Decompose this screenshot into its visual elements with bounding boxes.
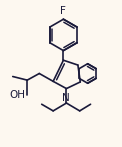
Text: F: F xyxy=(61,6,66,16)
Text: OH: OH xyxy=(9,90,25,100)
Text: N: N xyxy=(62,93,70,103)
